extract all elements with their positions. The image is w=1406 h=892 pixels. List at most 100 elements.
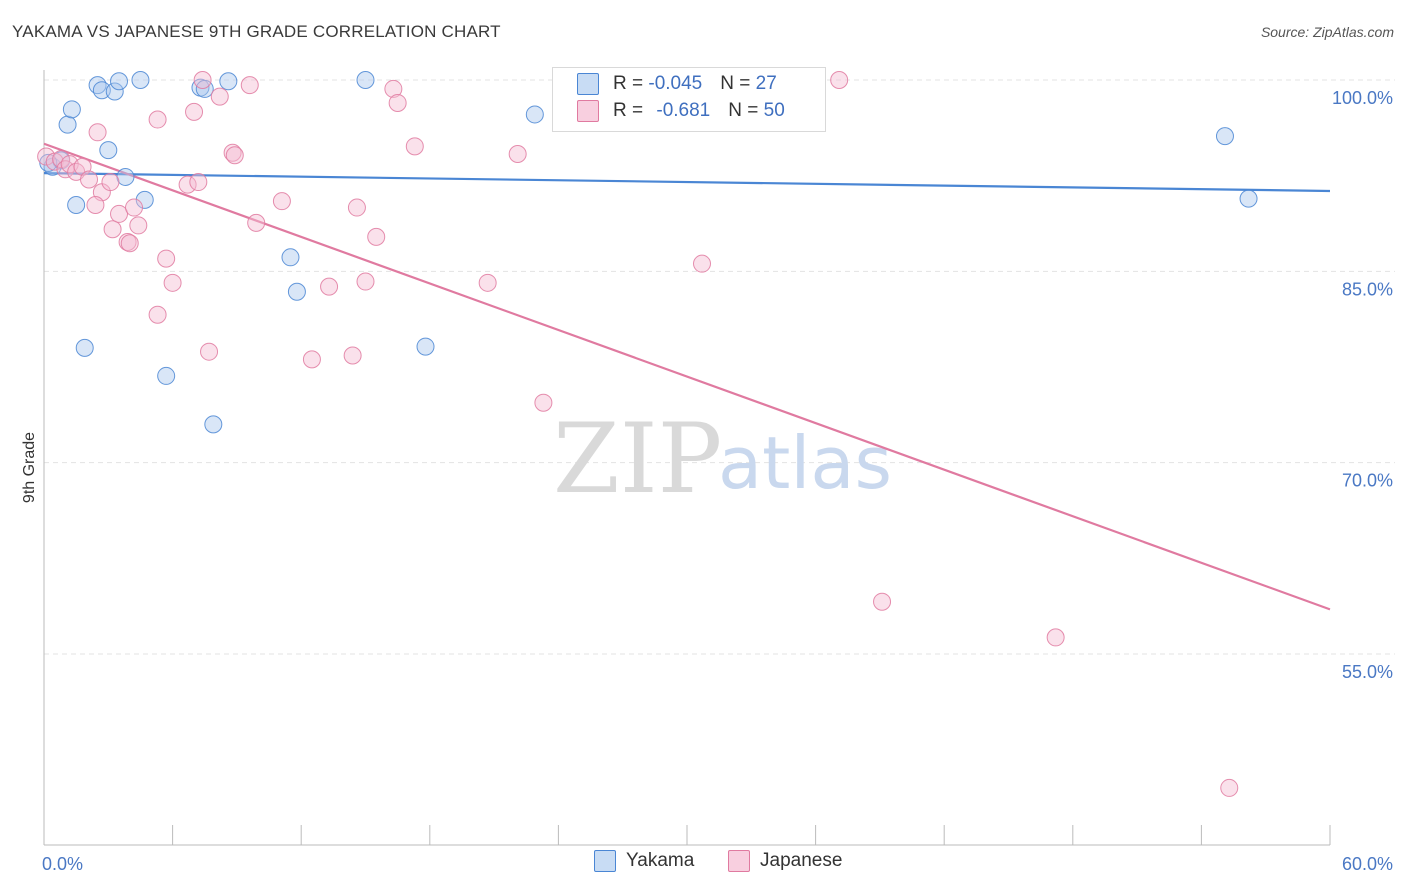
legend-r-value-japanese: -0.681 [656,100,711,121]
data-point-japanese [80,170,99,189]
data-point-yakama [356,71,375,89]
x-tick-label: 60.0% [1342,854,1393,874]
data-point-yakama [92,81,111,100]
series-legend: Yakama Japanese [0,850,1406,880]
data-point-japanese [86,196,105,215]
grid-layer [44,79,1395,655]
data-point-yakama [287,282,306,301]
data-point-japanese [1220,778,1239,797]
watermark: ZIP atlas [553,403,892,515]
data-point-japanese [320,277,339,296]
data-point-yakama [416,337,435,356]
data-point-yakama [281,248,300,267]
chart-source: Source: ZipAtlas.com [1260,24,1394,40]
data-point-japanese [178,175,197,194]
data-point-japanese [534,393,553,412]
data-point-japanese [225,146,244,165]
y-axis-label: 9th Grade [21,432,38,503]
y-tick-label: 85.0% [1342,279,1393,299]
data-point-japanese [247,213,266,232]
watermark-atlas: atlas [718,421,892,505]
data-point-japanese [302,350,321,369]
series-legend-japanese[interactable]: Japanese [728,850,842,872]
legend-row-japanese: R = -0.681 N = 50 [577,100,785,128]
correlation-legend: R = -0.045 N = 27 R = -0.681 N = 50 [552,67,826,132]
data-point-japanese [189,173,208,192]
data-point-japanese [37,147,56,166]
data-point-japanese [343,346,362,365]
data-point-japanese [347,198,366,217]
data-point-japanese [88,123,107,142]
data-point-japanese [163,273,182,292]
data-point-yakama [157,366,176,385]
data-point-yakama [58,115,77,134]
legend-r-label: R = [613,73,649,94]
data-point-japanese [1046,628,1065,647]
trend-layer [43,142,1331,611]
y-tick-label: 55.0% [1342,662,1393,682]
data-point-yakama [67,196,86,215]
data-point-japanese [873,592,892,611]
data-point-japanese [693,254,712,273]
data-point-yakama [62,100,81,119]
data-point-japanese [508,144,527,163]
data-point-japanese [120,234,139,253]
data-point-yakama [135,190,154,209]
data-point-japanese [367,227,386,246]
series-legend-label-yakama: Yakama [626,850,695,871]
data-point-japanese [148,305,167,324]
data-point-japanese [129,216,148,235]
legend-n-value-japanese: 50 [763,100,785,121]
data-point-yakama [219,72,238,91]
series-legend-yakama[interactable]: Yakama [594,850,694,872]
legend-r-value-yakama: -0.045 [648,73,703,94]
axis-layer [43,70,1331,846]
data-point-japanese [157,249,176,268]
data-point-japanese [223,143,242,162]
trend-line-japanese [43,142,1331,611]
data-point-yakama [99,141,118,160]
data-point-yakama [1215,127,1234,146]
data-point-japanese [185,102,204,121]
legend-n-value-yakama: 27 [755,73,777,94]
data-point-japanese [356,272,375,291]
legend-swatch-yakama [577,73,599,95]
data-point-yakama [195,79,214,98]
data-point-japanese [210,87,229,106]
data-point-japanese [405,137,424,156]
series-legend-label-japanese: Japanese [760,850,843,871]
data-point-japanese [101,173,120,192]
legend-n-label: N = [728,100,764,121]
data-point-yakama [525,105,544,124]
data-point-japanese [388,93,407,112]
data-point-japanese [384,79,403,98]
legend-n-label: N = [720,73,756,94]
data-point-japanese [110,204,129,223]
legend-swatch-japanese [577,100,599,122]
y-tick-label: 70.0% [1342,471,1393,491]
y-tick-label: 100.0% [1332,88,1393,108]
data-point-yakama [105,82,124,101]
data-point-japanese [103,220,122,239]
data-point-japanese [272,192,291,211]
data-point-yakama [110,72,129,91]
data-point-yakama [116,167,135,186]
series-swatch-yakama [594,850,616,872]
data-point-japanese [125,198,144,217]
data-point-yakama [131,71,150,89]
data-point-yakama [204,415,223,434]
trend-line-yakama [43,172,1331,193]
points-layer [37,71,1258,797]
series-swatch-japanese [728,850,750,872]
data-point-japanese [830,71,849,89]
data-point-yakama [75,338,94,357]
label-layer: 100.0% 85.0% 70.0% 55.0% 0.0% 60.0% 9th Grade [21,88,1393,874]
data-point-yakama [1239,189,1258,208]
x-tick-label: 0.0% [42,854,83,874]
chart-title: YAKAMA VS JAPANESE 9TH GRADE CORRELATION… [12,22,501,41]
data-point-japanese [193,71,212,89]
data-point-japanese [478,273,497,292]
legend-r-label: R = [613,100,649,121]
legend-row-yakama: R = -0.045 N = 27 [577,73,777,101]
